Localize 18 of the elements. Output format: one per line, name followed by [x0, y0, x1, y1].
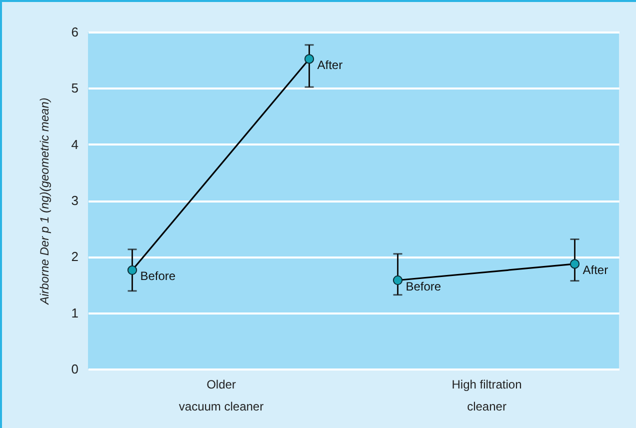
- point: [570, 259, 580, 269]
- y-axis-title: Airborne Der p 1 (ng)(geometric mean): [37, 98, 52, 306]
- annotation: Before: [140, 269, 176, 284]
- y-tick-label: 1: [71, 305, 78, 320]
- y-tick-label: 0: [71, 362, 78, 376]
- y-tick-label: 2: [71, 249, 78, 264]
- point: [304, 54, 314, 64]
- x-tick-label: Older vacuum cleaner: [178, 378, 264, 414]
- annotation: After: [317, 58, 343, 72]
- point: [392, 275, 403, 286]
- annotation: After: [582, 262, 608, 277]
- point: [127, 265, 138, 275]
- y-tick-label: 4: [71, 136, 78, 152]
- x-tick-label: High filtration cleaner: [452, 378, 522, 414]
- y-tick-label: 3: [71, 193, 78, 208]
- annotation: Before: [406, 279, 442, 294]
- y-tick-label: 6: [71, 24, 78, 40]
- y-tick-label: 5: [71, 80, 78, 96]
